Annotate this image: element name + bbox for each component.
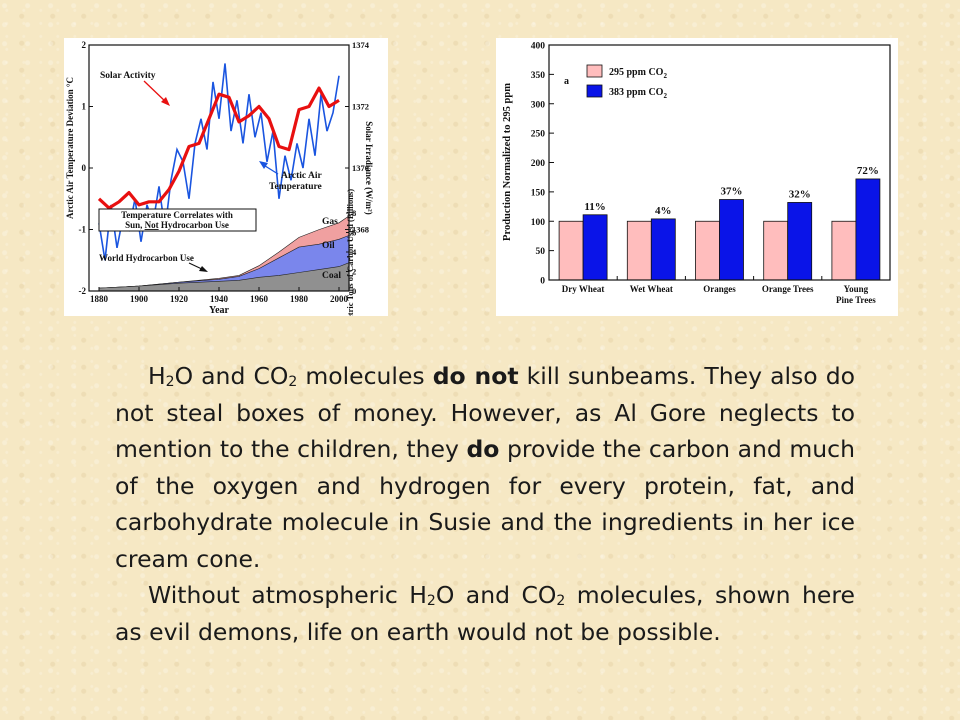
y-tick-label: 0 xyxy=(82,163,87,173)
y3-tick-label: 8 xyxy=(352,208,356,218)
y-axis-label: Production Normalized to 295 ppm xyxy=(502,83,513,241)
bar-data-label: 32% xyxy=(789,188,811,200)
oil-label: Oil xyxy=(322,241,335,251)
arctic-annotation-line2: Temperature xyxy=(269,182,322,192)
category-label: Young xyxy=(844,284,869,294)
coal-label: Coal xyxy=(322,271,341,281)
paragraph-1: H2O and CO2 molecules do not kill sunbea… xyxy=(115,362,856,573)
y3-axis-label: Metric Tons of Carbon Used (Billions) xyxy=(345,189,355,316)
bar xyxy=(763,220,789,281)
y-tick-label: -1 xyxy=(79,225,87,235)
y-axis-label: Arctic Air Temperature Deviation °C xyxy=(65,77,75,219)
bar-data-label: 11% xyxy=(584,201,605,213)
x-tick-label: 1920 xyxy=(170,294,189,304)
arctic-arrowhead xyxy=(259,161,268,169)
bar xyxy=(558,220,584,281)
y2-axis-label: Solar Irradiance (W/m²) xyxy=(364,121,374,215)
y-tick-label: 250 xyxy=(531,130,546,140)
box-line2: Sun, Not Hydrocarbon Use xyxy=(125,220,229,230)
x-tick-label: 1940 xyxy=(210,294,229,304)
legend-label-295: 295 ppm CO2 xyxy=(609,67,667,80)
area-coal xyxy=(98,262,350,292)
panel-label: a xyxy=(564,76,569,87)
annotation-box xyxy=(98,208,257,232)
bar-data-label: 4% xyxy=(655,205,672,217)
paragraph-2: Without atmospheric H2O and CO2 molecule… xyxy=(115,581,855,646)
y-tick-label: 150 xyxy=(531,188,546,198)
world-hydrocarbon-annotation: World Hydrocarbon Use xyxy=(99,253,194,263)
bar xyxy=(831,220,857,281)
bar xyxy=(650,218,676,281)
arctic-annotation-line1: Arctic Air xyxy=(281,171,322,181)
y-tick-label: -2 xyxy=(79,286,87,296)
x-tick-label: 1880 xyxy=(90,294,109,304)
body-text: H2O and CO2 molecules do not kill sunbea… xyxy=(115,358,855,650)
y-tick-label: 2 xyxy=(82,40,87,50)
y-tick-label: 200 xyxy=(531,159,546,169)
y3-tick-label: 6 xyxy=(352,228,356,238)
crop-production-chart: 11% 4% 37% 32% 72% Dry Wheat Wet Wheat Oranges… xyxy=(502,42,891,305)
x-tick-label: 1960 xyxy=(250,294,269,304)
category-label: Pine Trees xyxy=(836,295,876,305)
solar-activity-line xyxy=(97,86,340,210)
y3-tick-label: 4 xyxy=(352,247,357,257)
bar xyxy=(855,178,881,281)
category-label: Orange Trees xyxy=(762,284,814,294)
legend-swatch-383 xyxy=(586,84,603,98)
y-tick-label: 350 xyxy=(531,71,546,81)
x-axis-label: Year xyxy=(209,305,230,316)
bar xyxy=(787,202,813,281)
y-tick-label: 100 xyxy=(531,218,546,228)
legend-swatch-295 xyxy=(586,64,603,78)
crop-production-chart-panel: 11% 4% 37% 32% 72% Dry Wheat Wet Wheat Oranges… xyxy=(496,38,898,316)
bar xyxy=(719,199,744,281)
y-tick-label: 300 xyxy=(531,100,546,110)
bar xyxy=(695,220,720,281)
temperature-solar-chart-panel: 1880 1900 1920 1940 1960 1980 2000 2 1 0 -1 -2 1374 1… xyxy=(64,38,388,327)
box-line1: Temperature Correlates with xyxy=(121,210,233,220)
solar-arrowhead xyxy=(161,97,170,106)
y3-tick-label: 2 xyxy=(352,267,356,277)
y2-tick-label: 1370 xyxy=(352,163,369,173)
category-label: Wet Wheat xyxy=(630,284,673,294)
temperature-solar-chart: 1880 1900 1920 1940 1960 1980 2000 2 1 0 -1 -2 1374 1… xyxy=(65,40,374,327)
x-tick-label: 1980 xyxy=(290,294,309,304)
y2-tick-label: 1372 xyxy=(352,102,369,112)
y-tick-label: 50 xyxy=(536,247,546,257)
y-tick-label: 0 xyxy=(540,277,545,287)
x-tick-label: 2000 xyxy=(330,294,349,304)
solar-arrow xyxy=(143,80,168,104)
bar xyxy=(582,214,608,281)
y-tick-label: 1 xyxy=(82,102,87,112)
y2-tick-label: 1368 xyxy=(352,225,369,235)
y-tick-label: 400 xyxy=(531,42,546,52)
solar-activity-annotation: Solar Activity xyxy=(100,71,156,81)
world-arrowhead xyxy=(199,266,208,272)
bar xyxy=(626,220,652,281)
x-tick-label: 1900 xyxy=(130,294,149,304)
y3-tick-label: 0 xyxy=(352,286,356,296)
bar-data-label: 72% xyxy=(857,165,879,177)
bar-data-label: 37% xyxy=(721,186,743,198)
y2-tick-label: 1374 xyxy=(352,40,370,50)
legend-label-383: 383 ppm CO2 xyxy=(609,87,667,100)
gas-label: Gas xyxy=(322,217,338,227)
category-label: Dry Wheat xyxy=(562,284,605,294)
category-label: Oranges xyxy=(703,284,736,294)
